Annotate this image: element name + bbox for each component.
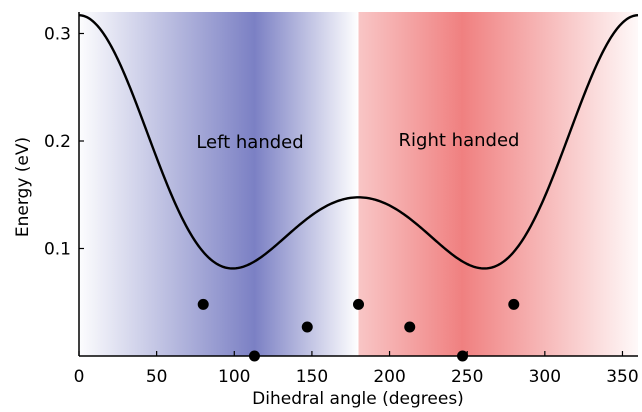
right-handed-label: Right handed <box>399 130 520 151</box>
data-point <box>197 298 209 310</box>
x-ticks: 0 50 100 150 200 250 300 350 <box>74 351 639 387</box>
x-tick-label: 300 <box>529 367 561 387</box>
y-axis-title: Energy (eV) <box>13 137 33 237</box>
data-points <box>197 298 520 362</box>
region-labels: Left handed Right handed <box>196 130 519 153</box>
data-point <box>353 298 364 310</box>
x-tick-label: 200 <box>373 367 405 387</box>
x-tick-label: 150 <box>296 367 328 387</box>
x-axis-title: Dihedral angle (degrees) <box>252 389 464 409</box>
energy-curve <box>78 14 639 270</box>
x-axis: 0 50 100 150 200 250 300 350 Dihedral angle (de… <box>74 351 639 409</box>
plot-background <box>79 12 638 356</box>
data-point <box>508 298 520 310</box>
x-tick-label: 0 <box>74 367 85 387</box>
y-axis: 0.1 0.2 0.3 Energy (eV) <box>13 12 84 356</box>
x-tick-label: 250 <box>451 367 483 387</box>
data-point <box>404 321 416 333</box>
y-tick-label: 0.1 <box>44 240 71 260</box>
x-tick-label: 50 <box>146 367 168 387</box>
left-handed-label: Left handed <box>196 132 303 153</box>
x-tick-label: 100 <box>218 367 250 387</box>
x-tick-label: 350 <box>606 367 638 387</box>
y-tick-label: 0.3 <box>44 25 71 45</box>
y-ticks: 0.1 0.2 0.3 <box>44 25 84 260</box>
y-tick-label: 0.2 <box>44 132 71 152</box>
data-point <box>301 321 313 333</box>
